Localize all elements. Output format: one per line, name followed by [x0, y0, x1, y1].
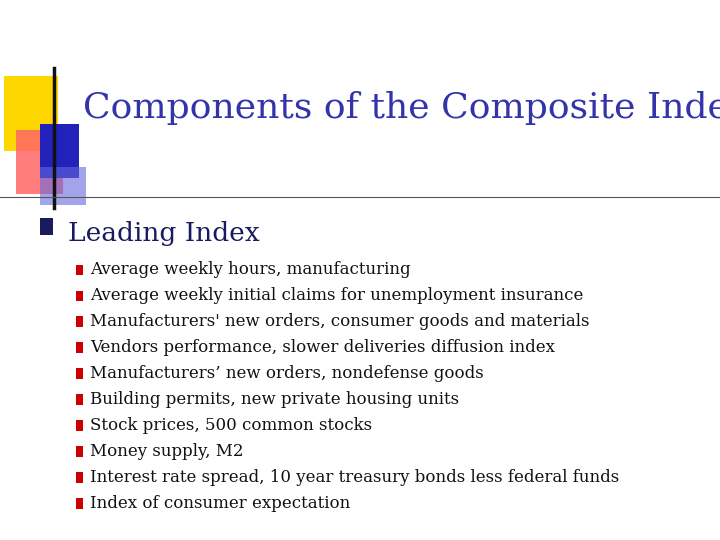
Text: Index of consumer expectation: Index of consumer expectation	[90, 495, 350, 512]
Text: Components of the Composite Indexes: Components of the Composite Indexes	[83, 91, 720, 125]
Text: Vendors performance, slower deliveries diffusion index: Vendors performance, slower deliveries d…	[90, 339, 555, 356]
Text: Stock prices, 500 common stocks: Stock prices, 500 common stocks	[90, 417, 372, 434]
Text: Building permits, new private housing units: Building permits, new private housing un…	[90, 391, 459, 408]
Text: Interest rate spread, 10 year treasury bonds less federal funds: Interest rate spread, 10 year treasury b…	[90, 469, 619, 486]
Text: Manufacturers' new orders, consumer goods and materials: Manufacturers' new orders, consumer good…	[90, 313, 590, 330]
Text: Average weekly hours, manufacturing: Average weekly hours, manufacturing	[90, 261, 410, 279]
Text: Money supply, M2: Money supply, M2	[90, 443, 243, 460]
Text: Manufacturers’ new orders, nondefense goods: Manufacturers’ new orders, nondefense go…	[90, 365, 484, 382]
Text: Leading Index: Leading Index	[68, 221, 260, 246]
Text: Average weekly initial claims for unemployment insurance: Average weekly initial claims for unempl…	[90, 287, 583, 305]
